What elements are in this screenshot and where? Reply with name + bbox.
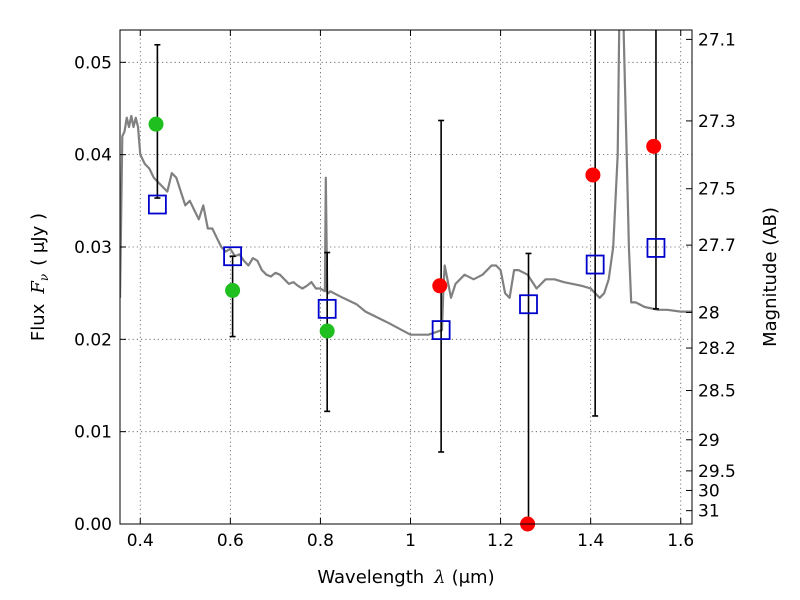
x-tick-label: 1.2	[487, 531, 514, 551]
model-photometry-point	[585, 254, 605, 275]
mag-tick-label: 27.1	[698, 30, 736, 50]
plot-frame	[119, 29, 693, 525]
mag-tick-label: 29	[698, 431, 720, 451]
detection-point	[319, 323, 335, 339]
model-photometry-point	[223, 246, 242, 267]
mag-tick-label: 27.7	[698, 236, 736, 256]
markers	[147, 116, 666, 532]
mag-tick-label: 28.2	[698, 339, 736, 359]
mag-tick-label: 29.5	[698, 462, 736, 482]
x-tick-label: 1	[405, 531, 416, 551]
mag-tick-label: 27.5	[698, 180, 736, 200]
y-tick-label: 0.05	[74, 53, 112, 73]
x-axis-label: Wavelength λ (μm)	[317, 567, 494, 588]
y-tick-label: 0.00	[74, 515, 112, 535]
y-tick-label: 0.03	[74, 238, 112, 258]
mag-tick-label: 28.5	[698, 382, 736, 402]
x-tick-label: 0.4	[127, 531, 154, 551]
mag-tick-label: 30	[698, 481, 720, 501]
y-tick-label: 0.01	[74, 423, 112, 443]
mag-tick-label: 27.3	[698, 112, 736, 132]
detection-point	[225, 282, 241, 298]
model-photometry-point	[519, 294, 538, 315]
y2-axis-label: Magnitude (AB)	[760, 207, 781, 347]
mag-tick-label: 28	[698, 303, 720, 323]
model-photometry-point	[317, 298, 337, 319]
upper-limit-point	[585, 167, 601, 183]
y-tick-label: 0.04	[74, 146, 112, 166]
model-photometry-point	[147, 194, 167, 215]
x-tick-label: 1.4	[577, 531, 604, 551]
y-axis-label: FluxFν( μJy )	[28, 213, 51, 341]
axis-ticks: 0.4 0.6 0.8 1 1.2 1.4 1.6 0.00 0.01 0.02 0.03 0.04 0…	[74, 30, 736, 551]
y-tick-label: 0.02	[74, 330, 112, 350]
x-tick-label: 0.8	[307, 531, 334, 551]
model-photometry-point	[646, 238, 666, 258]
upper-limit-point	[646, 138, 662, 154]
x-tick-label: 1.6	[667, 531, 694, 551]
mag-tick-label: 31	[698, 502, 720, 522]
x-tick-label: 0.6	[217, 531, 244, 551]
upper-limit-point	[432, 278, 448, 294]
model-photometry-point	[431, 320, 451, 340]
detection-point	[148, 116, 164, 132]
